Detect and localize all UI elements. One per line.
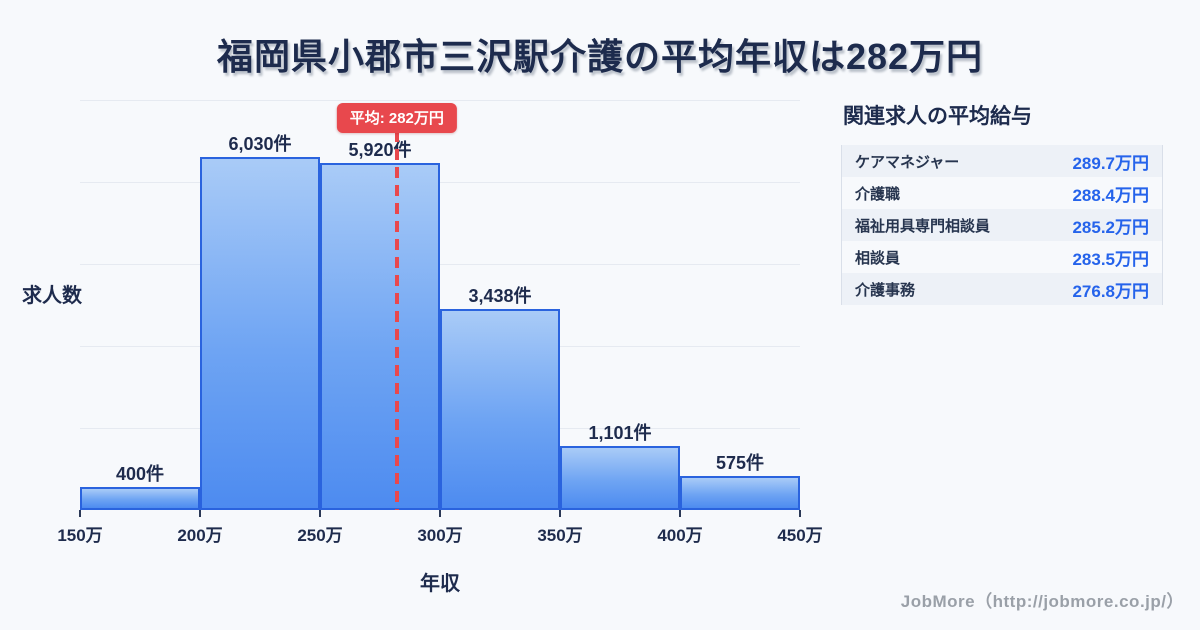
x-tick-mark (319, 510, 321, 517)
histogram-bar (560, 445, 680, 510)
salary-table-row: 相談員 283.5万円 (842, 241, 1162, 273)
footer-credit: JobMore（http://jobmore.co.jp/） (900, 592, 1184, 611)
y-axis-label: 求人数 (22, 285, 82, 307)
x-tick-mark (439, 510, 441, 517)
bar-value-label: 400件 (115, 463, 165, 484)
job-label: ケアマネジャー (855, 153, 960, 171)
salary-table-row: 福祉用具専門相談員 285.2万円 (842, 209, 1162, 241)
x-tick-label: 350万 (537, 526, 583, 545)
salary-table-row: 介護職 288.4万円 (842, 177, 1162, 209)
x-tick-mark (679, 510, 681, 517)
x-tick-label: 250万 (297, 526, 343, 545)
x-tick-mark (79, 510, 81, 517)
x-tick-mark (199, 510, 201, 517)
job-label: 福祉用具専門相談員 (855, 217, 991, 235)
bar-value-label: 6,030件 (228, 133, 292, 154)
histogram-plot-area: 400件 6,030件 5,920件 3,438件 1,101件 575件 150万 200万… (57, 100, 823, 545)
bar-value-label: 1,101件 (588, 422, 652, 443)
histogram-bar (440, 308, 560, 510)
x-tick-label: 200万 (177, 526, 223, 545)
bar-value-label: 3,438件 (468, 285, 532, 306)
side-panel-title: 関連求人の平均給与 (843, 105, 1032, 128)
page-title: 福岡県小郡市三沢駅介護の平均年収は282万円 (216, 36, 984, 77)
x-tick-label: 400万 (657, 526, 703, 545)
average-badge: 平均: 282万円 (336, 103, 457, 133)
salary-value: 285.2万円 (1072, 217, 1149, 237)
histogram-bar (320, 163, 440, 510)
salary-value: 283.5万円 (1072, 249, 1149, 269)
salary-table-row: 介護事務 276.8万円 (842, 273, 1162, 305)
salary-value: 289.7万円 (1072, 153, 1149, 173)
histogram-bar (200, 156, 320, 510)
bar-value-label: 5,920件 (348, 140, 412, 161)
average-line (394, 131, 399, 510)
gridline (80, 100, 800, 101)
gridline (80, 182, 800, 183)
x-tick-mark (559, 510, 561, 517)
salary-value: 288.4万円 (1072, 185, 1149, 205)
bar-value-label: 575件 (715, 453, 765, 474)
job-label: 相談員 (855, 249, 901, 267)
gridline (80, 264, 800, 265)
related-jobs-salary-table: ケアマネジャー 289.7万円介護職 288.4万円福祉用具専門相談員 285.2万円… (841, 145, 1163, 305)
x-tick-label: 150万 (57, 526, 103, 545)
histogram-bar (80, 486, 200, 510)
salary-table-row: ケアマネジャー 289.7万円 (842, 145, 1162, 177)
histogram-bar (680, 476, 800, 510)
x-tick-mark (799, 510, 801, 517)
x-axis-label: 年収 (420, 573, 460, 595)
salary-value: 276.8万円 (1072, 281, 1149, 301)
job-label: 介護事務 (855, 281, 916, 299)
x-tick-label: 450万 (777, 526, 823, 545)
job-label: 介護職 (855, 185, 901, 203)
x-tick-label: 300万 (417, 526, 463, 545)
